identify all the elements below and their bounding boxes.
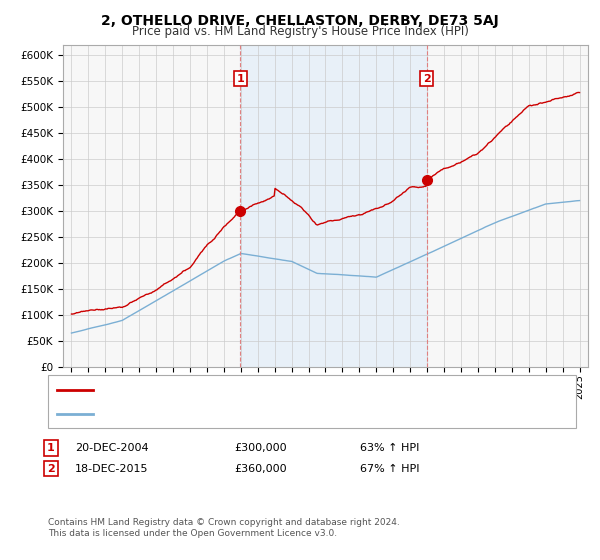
Bar: [241, 45, 427, 367]
Text: Contains HM Land Registry data © Crown copyright and database right 2024.
This d: Contains HM Land Registry data © Crown c…: [48, 518, 400, 538]
Text: 1: 1: [236, 73, 244, 83]
Text: 2, OTHELLO DRIVE, CHELLASTON, DERBY, DE73 5AJ (detached house): 2, OTHELLO DRIVE, CHELLASTON, DERBY, DE7…: [99, 385, 461, 395]
Text: 2: 2: [423, 73, 430, 83]
Text: HPI: Average price, detached house, City of Derby: HPI: Average price, detached house, City…: [99, 408, 361, 418]
Text: 67% ↑ HPI: 67% ↑ HPI: [360, 464, 419, 474]
Text: 2, OTHELLO DRIVE, CHELLASTON, DERBY, DE73 5AJ: 2, OTHELLO DRIVE, CHELLASTON, DERBY, DE7…: [101, 14, 499, 28]
Text: Price paid vs. HM Land Registry's House Price Index (HPI): Price paid vs. HM Land Registry's House …: [131, 25, 469, 38]
Text: 63% ↑ HPI: 63% ↑ HPI: [360, 443, 419, 453]
Text: 18-DEC-2015: 18-DEC-2015: [75, 464, 149, 474]
Text: 1: 1: [47, 443, 55, 453]
Text: £300,000: £300,000: [234, 443, 287, 453]
Text: £360,000: £360,000: [234, 464, 287, 474]
Text: 2: 2: [47, 464, 55, 474]
Text: 20-DEC-2004: 20-DEC-2004: [75, 443, 149, 453]
